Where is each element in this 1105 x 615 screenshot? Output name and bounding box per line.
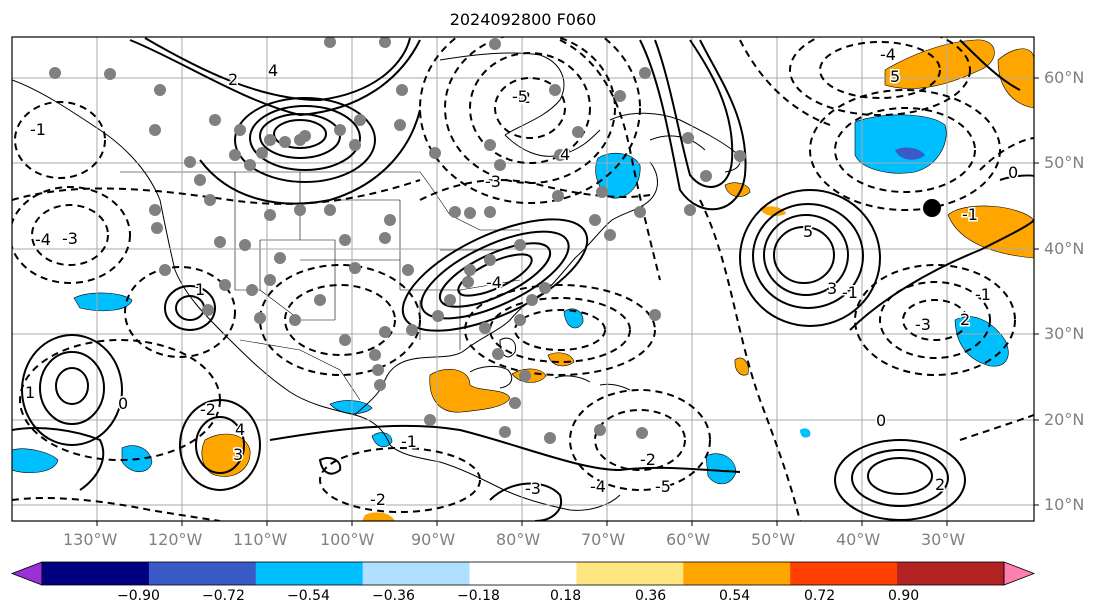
axis-ticks	[96, 77, 1039, 526]
contour-label: 1	[25, 383, 35, 402]
contour-label: 0	[876, 411, 886, 430]
contour-label: -1	[975, 285, 991, 304]
contour-label: -4	[590, 477, 606, 496]
lon-label-100w: 100°W	[320, 530, 375, 549]
contour-label: -4	[35, 230, 51, 249]
contour-label: 4	[235, 420, 245, 439]
colorbar-tick: 0.36	[635, 588, 667, 604]
storm-center-marker	[923, 199, 941, 217]
contour-label: 0	[1008, 163, 1018, 182]
contour-label: 3	[233, 445, 243, 464]
colorbar-frame	[41, 561, 1005, 586]
colorbar-bin	[897, 562, 1005, 585]
colorbar-tick: −0.18	[457, 588, 500, 604]
contour-label: -2	[640, 450, 656, 469]
contour-label: 3	[827, 279, 837, 298]
contour-label: -1	[842, 283, 858, 302]
colorbar-extend-high	[1003, 561, 1036, 586]
colorbar-tick: 0.54	[719, 588, 751, 604]
colorbar-bin	[362, 562, 471, 585]
colorbar-bin	[790, 562, 898, 585]
contour-label: -1	[401, 432, 417, 451]
lon-label-90w: 90°W	[411, 530, 456, 549]
lat-label-60n: 60°N	[1044, 68, 1085, 87]
map-frame	[11, 36, 1035, 522]
contour-label: -3	[62, 229, 78, 248]
contour-label: -1	[962, 205, 978, 224]
contour-label: -2	[515, 88, 531, 107]
contour-label: -5	[512, 87, 528, 106]
lon-label-120w: 120°W	[148, 530, 203, 549]
colorbar-tick: 0.90	[888, 588, 920, 604]
lat-label-30n: 30°N	[1044, 324, 1085, 343]
negative-contours	[12, 37, 1034, 521]
contour-label: 4	[560, 145, 570, 164]
colorbar-bin	[42, 562, 150, 585]
contour-label: -4	[880, 45, 896, 64]
contour-label: 5	[890, 67, 900, 86]
lon-label-130w: 130°W	[63, 530, 118, 549]
colorbar-tick: −0.36	[372, 588, 415, 604]
colorbar-bin	[469, 562, 577, 585]
contour-label: 2	[935, 475, 945, 494]
lat-label-50n: 50°N	[1044, 153, 1085, 172]
colorbar-bin	[148, 562, 257, 585]
contour-label: 5	[803, 222, 813, 241]
colorbar-bin	[255, 562, 364, 585]
colorbar-extend-low	[10, 561, 43, 586]
lon-label-60w: 60°W	[666, 530, 711, 549]
colorbar-tick: −0.72	[202, 588, 245, 604]
map-title: 2024092800 F060	[449, 10, 597, 29]
lon-label-70w: 70°W	[581, 530, 626, 549]
contour-label: 1	[195, 280, 205, 299]
contour-label: 2	[960, 310, 970, 329]
contour-label: 0	[118, 394, 128, 413]
contour-label: -3	[525, 479, 541, 498]
colorbar	[10, 561, 1036, 586]
contour-label: -3	[485, 172, 501, 191]
lon-label-40w: 40°W	[836, 530, 881, 549]
contour-label: -1	[30, 120, 46, 139]
lon-label-80w: 80°W	[496, 530, 541, 549]
lat-label-10n: 10°N	[1044, 495, 1085, 514]
station-dots	[49, 37, 746, 444]
lon-label-50w: 50°W	[751, 530, 796, 549]
contour-label: -5	[655, 477, 671, 496]
contour-label: 4	[268, 61, 278, 80]
colorbar-bin	[683, 562, 791, 585]
contour-label: -2	[200, 400, 216, 419]
positive-contours	[12, 37, 1034, 521]
contour-label: -4	[486, 273, 502, 292]
lat-label-20n: 20°N	[1044, 410, 1085, 429]
colorbar-tick: −0.90	[117, 588, 160, 604]
colorbar-bin	[576, 562, 684, 585]
lat-label-40n: 40°N	[1044, 239, 1085, 258]
colorbar-tick: 0.72	[804, 588, 836, 604]
lon-label-30w: 30°W	[921, 530, 966, 549]
state-borders	[120, 78, 521, 401]
colorbar-tick: 0.18	[550, 588, 582, 604]
colorbar-tick: −0.54	[287, 588, 330, 604]
contour-label: -3	[915, 315, 931, 334]
contour-label: -2	[370, 490, 386, 509]
lon-label-110w: 110°W	[233, 530, 288, 549]
contour-label: 2	[228, 70, 238, 89]
